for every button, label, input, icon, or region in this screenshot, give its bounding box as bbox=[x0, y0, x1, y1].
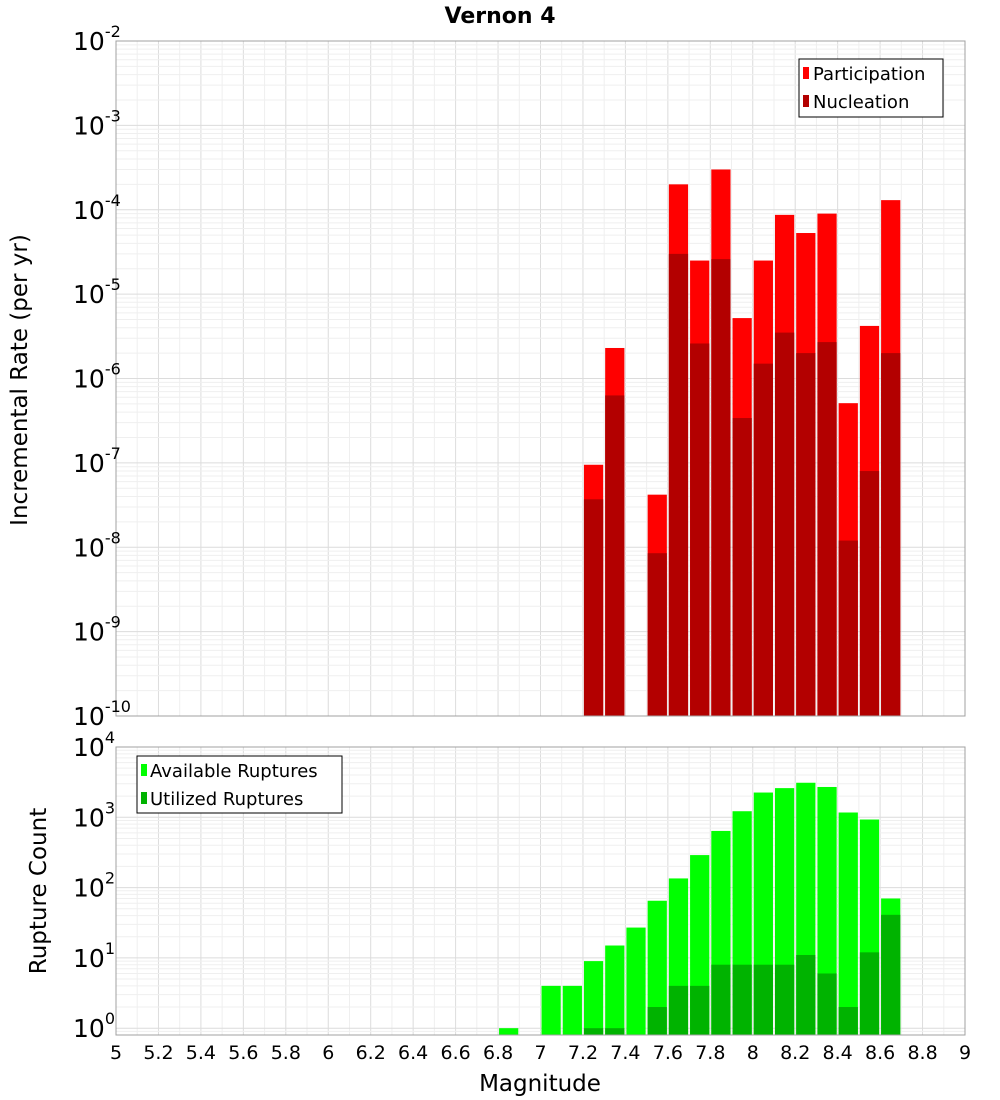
y-axis-label: Rupture Count bbox=[26, 808, 52, 974]
x-tick-label: 9 bbox=[959, 1042, 971, 1064]
count-bar-utilized-ruptures bbox=[732, 964, 752, 1035]
count-bar-utilized-ruptures bbox=[690, 985, 710, 1035]
y-tick-label: 10-10 bbox=[73, 697, 131, 731]
y-tick-label: 10-9 bbox=[73, 613, 121, 647]
x-tick-label: 7 bbox=[534, 1042, 546, 1064]
legend-swatch-nucleation bbox=[803, 95, 809, 107]
chart-title: Vernon 4 bbox=[445, 4, 556, 29]
rate-bar-nucleation bbox=[668, 253, 689, 716]
count-bars bbox=[499, 782, 901, 1035]
x-tick-label: 8.4 bbox=[823, 1042, 853, 1064]
y-tick-label: 10-6 bbox=[73, 360, 121, 394]
y-tick-label: 10-3 bbox=[73, 106, 121, 140]
y-tick-label: 100 bbox=[73, 1009, 115, 1043]
rupture-count-panel: 100 101 102 103 104 5 5.2 5.4 5.6 5.8 6 6.2 6.4 6.6 6… bbox=[26, 728, 971, 1097]
legend-label-utilized: Utilized Ruptures bbox=[150, 789, 303, 810]
count-bar-utilized-ruptures bbox=[774, 964, 795, 1035]
x-tick-label: 8.2 bbox=[780, 1042, 810, 1064]
x-tick-labels: 5 5.2 5.4 5.6 5.8 6 6.2 6.4 6.6 6.8 7 7.2 7.4 7.6 7.8 8… bbox=[110, 1042, 971, 1064]
rate-bar-nucleation bbox=[605, 395, 625, 716]
count-bar-utilized-ruptures bbox=[605, 1028, 625, 1035]
count-bar-utilized-ruptures bbox=[647, 1007, 667, 1035]
rate-bar-nucleation bbox=[817, 342, 837, 716]
count-bar-utilized-ruptures bbox=[753, 964, 773, 1035]
count-bar-utilized-ruptures bbox=[668, 985, 689, 1035]
x-tick-label: 6.6 bbox=[440, 1042, 470, 1064]
x-tick-label: 8.6 bbox=[865, 1042, 895, 1064]
x-tick-label: 8.8 bbox=[907, 1042, 937, 1064]
legend-label-participation: Participation bbox=[813, 64, 925, 85]
x-tick-label: 7.8 bbox=[695, 1042, 725, 1064]
legend: Participation Nucleation bbox=[798, 58, 944, 118]
rate-bars bbox=[583, 169, 901, 717]
legend-box bbox=[798, 58, 944, 118]
rate-bar-nucleation bbox=[881, 353, 901, 716]
count-bar-available-ruptures bbox=[499, 1028, 519, 1035]
legend-label-available: Available Ruptures bbox=[150, 761, 318, 782]
y-tick-label: 10-5 bbox=[73, 275, 121, 309]
rate-bar-nucleation bbox=[859, 471, 880, 716]
rate-bar-nucleation bbox=[796, 353, 816, 716]
x-tick-label: 5.8 bbox=[271, 1042, 301, 1064]
count-bar-available-ruptures bbox=[562, 985, 582, 1035]
count-bar-available-ruptures bbox=[583, 961, 604, 1035]
rate-bar-nucleation bbox=[690, 343, 710, 716]
legend-swatch-available bbox=[141, 764, 147, 776]
count-bar-available-ruptures bbox=[605, 945, 625, 1035]
count-bar-utilized-ruptures bbox=[583, 1028, 604, 1035]
count-bar-utilized-ruptures bbox=[817, 973, 837, 1035]
rate-bar-nucleation bbox=[774, 332, 795, 716]
count-bar-utilized-ruptures bbox=[796, 954, 816, 1035]
y-tick-label: 10-8 bbox=[73, 528, 121, 562]
count-bar-available-ruptures bbox=[647, 900, 667, 1035]
count-bar-available-ruptures bbox=[626, 927, 646, 1035]
incremental-rate-panel: 10-10 10-9 10-8 10-7 10-6 10-5 10-4 10-3 10-2 In… bbox=[7, 22, 966, 731]
x-tick-label: 5.2 bbox=[143, 1042, 173, 1064]
count-bar-available-ruptures bbox=[817, 786, 837, 1035]
y-axis-label: Incremental Rate (per yr) bbox=[7, 234, 33, 526]
y-tick-label: 10-4 bbox=[73, 191, 121, 225]
rate-bar-nucleation bbox=[583, 499, 604, 716]
x-tick-label: 6.2 bbox=[356, 1042, 386, 1064]
rate-bar-nucleation bbox=[732, 418, 752, 716]
y-tick-label: 10-2 bbox=[73, 22, 121, 56]
count-bar-available-ruptures bbox=[541, 985, 561, 1035]
y-tick-labels: 10-10 10-9 10-8 10-7 10-6 10-5 10-4 10-3 10-2 bbox=[73, 22, 131, 731]
rate-bar-nucleation bbox=[838, 540, 858, 716]
x-tick-label: 7.2 bbox=[568, 1042, 598, 1064]
y-tick-label: 102 bbox=[73, 869, 115, 903]
legend-box bbox=[136, 755, 343, 814]
x-tick-label: 5.4 bbox=[186, 1042, 216, 1064]
x-tick-label: 5.6 bbox=[228, 1042, 258, 1064]
x-tick-label: 6.4 bbox=[398, 1042, 428, 1064]
x-tick-label: 7.4 bbox=[610, 1042, 640, 1064]
y-tick-labels: 100 101 102 103 104 bbox=[73, 728, 115, 1043]
y-tick-label: 104 bbox=[73, 728, 115, 762]
x-tick-label: 8 bbox=[747, 1042, 759, 1064]
y-tick-label: 10-7 bbox=[73, 444, 121, 478]
count-bar-utilized-ruptures bbox=[859, 952, 880, 1035]
legend-swatch-utilized bbox=[141, 792, 147, 804]
y-tick-label: 103 bbox=[73, 798, 115, 832]
count-bar-utilized-ruptures bbox=[881, 914, 901, 1035]
legend-swatch-participation bbox=[803, 67, 809, 79]
rate-bar-nucleation bbox=[647, 553, 667, 716]
x-tick-label: 7.6 bbox=[653, 1042, 683, 1064]
count-bar-available-ruptures bbox=[838, 812, 858, 1035]
x-tick-label: 6.8 bbox=[483, 1042, 513, 1064]
x-tick-label: 5 bbox=[110, 1042, 122, 1064]
rate-bar-nucleation bbox=[753, 363, 773, 716]
legend-label-nucleation: Nucleation bbox=[813, 92, 909, 113]
count-bar-utilized-ruptures bbox=[838, 1007, 858, 1035]
grid-lines bbox=[115, 40, 966, 717]
rate-bar-nucleation bbox=[711, 259, 731, 716]
x-tick-label: 6 bbox=[322, 1042, 334, 1064]
count-bar-utilized-ruptures bbox=[711, 964, 731, 1035]
plot-frame bbox=[115, 40, 966, 717]
legend: Available Ruptures Utilized Ruptures bbox=[136, 755, 343, 814]
plot-frame bbox=[115, 746, 966, 1036]
y-tick-label: 101 bbox=[73, 939, 115, 973]
x-axis-label: Magnitude bbox=[479, 1071, 601, 1097]
